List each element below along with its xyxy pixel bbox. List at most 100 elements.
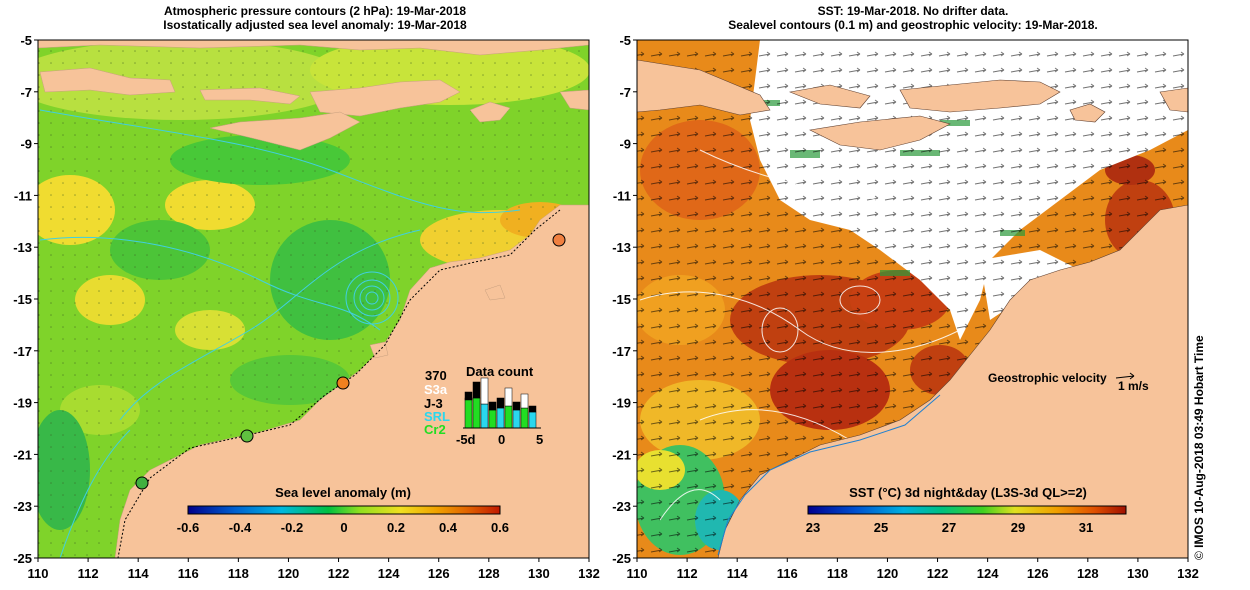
sst-tick: 31 xyxy=(1079,520,1093,535)
pressure-contours xyxy=(39,109,521,558)
sla-tick: -0.2 xyxy=(281,520,303,535)
data-count-title: Data count xyxy=(466,364,534,379)
left-x-tick-label: 118 xyxy=(228,566,249,581)
tide-gauge-marker xyxy=(240,429,254,443)
sla-tick: 0 xyxy=(340,520,347,535)
left-map xyxy=(38,40,589,558)
right-x-tick-label: 122 xyxy=(927,566,949,581)
sla-tick: -0.4 xyxy=(229,520,252,535)
right-y-tick-label: -5 xyxy=(619,33,631,48)
sla-colorbar-ticks: -0.6 -0.4 -0.2 0 0.2 0.4 0.6 xyxy=(177,520,509,535)
satellite-label-s3a: S3a xyxy=(424,382,448,397)
left-y-tick-label: -5 xyxy=(20,33,32,48)
right-map xyxy=(637,40,1188,558)
right-x-tick-label: 112 xyxy=(677,566,698,581)
left-x-tick-label: 116 xyxy=(178,566,199,581)
sla-colorbar-label: Sea level anomaly (m) xyxy=(275,485,411,500)
sst-tick: 25 xyxy=(874,520,888,535)
left-x-tick-label: 110 xyxy=(28,566,49,581)
right-y-tick-label: -9 xyxy=(619,137,631,152)
right-title-line2: Sealevel contours (0.1 m) and geostrophi… xyxy=(728,18,1098,32)
data-count-inset: 370 Data count S3a J-3 SRL Cr2 -5d 0 5 xyxy=(424,364,543,447)
left-x-tick-label: 126 xyxy=(428,566,450,581)
right-x-tick-label: 118 xyxy=(827,566,848,581)
tide-gauge-markers xyxy=(135,233,566,490)
right-map-title: SST: 19-Mar-2018. No drifter data. Seale… xyxy=(638,4,1188,32)
right-land xyxy=(637,59,1188,558)
left-x-tick-label: 112 xyxy=(78,566,99,581)
sealevel-contours xyxy=(639,149,961,521)
left-x-tick-label: 124 xyxy=(378,566,400,581)
sla-tick: 0.6 xyxy=(491,520,509,535)
right-y-tick-label: -25 xyxy=(612,551,631,566)
sst-colorbar-ramp xyxy=(807,505,1127,515)
velocity-scale-value: 1 m/s xyxy=(1118,379,1149,393)
right-x-tick-label: 128 xyxy=(1077,566,1099,581)
data-count-tick: -5d xyxy=(456,432,476,447)
sla-colorbar-ramp xyxy=(187,505,501,515)
velocity-legend: Geostrophic velocity 1 m/s xyxy=(988,371,1149,393)
satellite-label-cr2: Cr2 xyxy=(424,422,446,437)
right-title-line1: SST: 19-Mar-2018. No drifter data. xyxy=(817,4,1009,18)
credit-label: IMOS 10-Aug-2018 03:49 Hobart Time xyxy=(1192,335,1206,548)
satellite-label-j3: J-3 xyxy=(424,396,443,411)
left-map-title: Atmospheric pressure contours (2 hPa): 1… xyxy=(40,4,590,32)
right-x-tick-label: 120 xyxy=(877,566,899,581)
left-x-tick-label: 128 xyxy=(478,566,500,581)
left-x-tick-label: 130 xyxy=(528,566,550,581)
right-y-tick-label: -23 xyxy=(612,499,631,514)
tide-gauge-marker xyxy=(552,233,566,247)
right-y-tick-label: -11 xyxy=(613,188,631,203)
tide-gauge-marker xyxy=(135,476,149,490)
sla-tick: 0.2 xyxy=(387,520,405,535)
tide-gauge-marker xyxy=(336,376,350,390)
copyright-symbol: © xyxy=(1192,551,1206,560)
shelf-break-line xyxy=(717,394,941,556)
data-count-tick: 0 xyxy=(498,432,505,447)
velocity-scale-arrow xyxy=(1115,372,1135,380)
right-x-tick-label: 126 xyxy=(1027,566,1049,581)
coast-dotted-line xyxy=(117,209,561,558)
left-x-tick-label: 122 xyxy=(328,566,350,581)
left-x-tick-label: 132 xyxy=(578,566,600,581)
sla-tick: -0.6 xyxy=(177,520,199,535)
sst-tick: 29 xyxy=(1011,520,1025,535)
right-y-tick-label: -17 xyxy=(612,344,631,359)
right-x-tick-label: 130 xyxy=(1127,566,1149,581)
left-x-tick-label: 114 xyxy=(128,566,150,581)
left-x-tick-label: 120 xyxy=(278,566,300,581)
right-y-tick-label: -15 xyxy=(612,292,631,307)
left-y-tick-label: -7 xyxy=(20,85,32,100)
left-y-tick-label: -25 xyxy=(13,551,32,566)
right-x-tick-label: 116 xyxy=(777,566,798,581)
data-count-bars xyxy=(464,377,537,429)
left-y-tick-label: -13 xyxy=(13,240,32,255)
sst-colorbar-label: SST (°C) 3d night&day (L3S-3d QL>=2) xyxy=(849,485,1087,500)
right-x-tick-label: 114 xyxy=(727,566,749,581)
satellite-label-srl: SRL xyxy=(424,409,450,424)
left-y-tick-label: -23 xyxy=(13,499,32,514)
sst-tick: 23 xyxy=(806,520,820,535)
data-count-total: 370 xyxy=(425,368,447,383)
map-axes: 110 112 114 116 118 120 122 124 126 128 130 132 -5 -7… xyxy=(13,33,1199,581)
velocity-legend-label: Geostrophic velocity xyxy=(988,371,1107,385)
left-title-line1: Atmospheric pressure contours (2 hPa): 1… xyxy=(163,4,467,18)
right-y-tick-label: -21 xyxy=(612,447,631,462)
left-y-tick-label: -9 xyxy=(20,137,32,152)
sst-tick: 27 xyxy=(942,520,956,535)
right-y-tick-label: -7 xyxy=(619,85,631,100)
right-x-tick-label: 110 xyxy=(627,566,648,581)
left-y-tick-label: -11 xyxy=(14,188,32,203)
left-y-tick-label: -15 xyxy=(13,292,32,307)
right-y-tick-label: -19 xyxy=(612,396,631,411)
left-y-tick-label: -19 xyxy=(13,396,32,411)
left-land xyxy=(38,40,589,558)
credit-text: © IMOS 10-Aug-2018 03:49 Hobart Time xyxy=(1192,335,1206,560)
right-y-tick-label: -13 xyxy=(612,240,631,255)
sla-tick: 0.4 xyxy=(439,520,458,535)
left-title-line2: Isostatically adjusted sea level anomaly… xyxy=(163,18,467,32)
sst-colorbar-ticks: 23 25 27 29 31 xyxy=(806,520,1093,535)
data-count-tick: 5 xyxy=(536,432,543,447)
right-x-tick-label: 124 xyxy=(977,566,999,581)
